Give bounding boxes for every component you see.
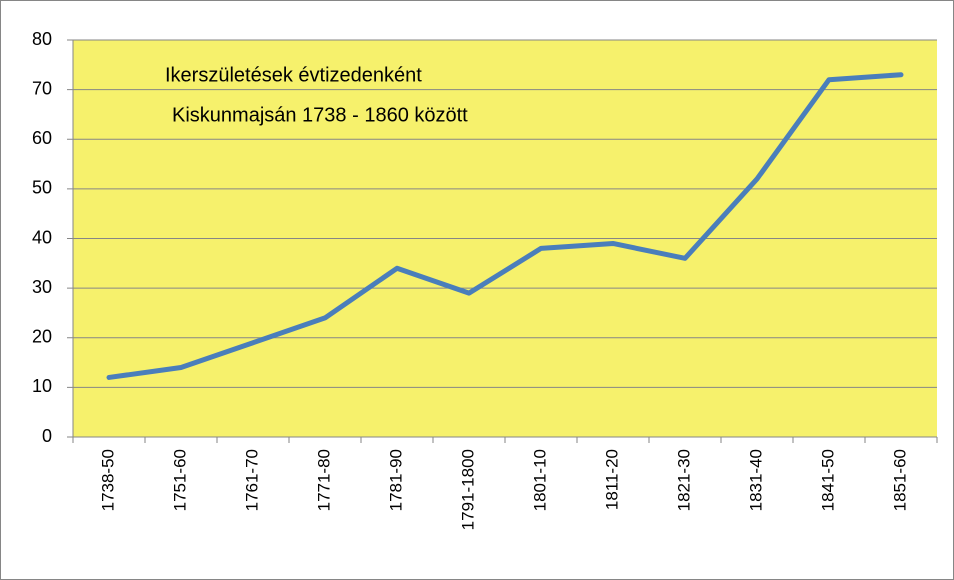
chart-title: Kiskunmajsán 1738 - 1860 között [172,104,468,126]
x-tick-label: 1781-90 [386,449,405,511]
y-tick-label: 50 [32,178,52,198]
x-tick-label: 1801-10 [530,449,549,511]
y-tick-label: 30 [32,277,52,297]
y-tick-label: 20 [32,327,52,347]
chart-title: Ikerszületések évtizedenként [165,64,422,86]
y-tick-label: 10 [32,376,52,396]
y-tick-label: 40 [32,227,52,247]
x-tick-label: 1821-30 [674,449,693,511]
data-line [106,72,904,380]
x-tick-label: 1738-50 [98,449,117,511]
x-tick-label: 1751-60 [170,449,189,511]
x-tick-label: 1791-1800 [458,449,477,530]
x-tick-label: 1831-40 [746,449,765,511]
y-tick-label: 80 [32,29,52,49]
x-tick-label: 1811-20 [602,449,621,510]
y-tick-label: 70 [32,78,52,98]
x-tick-label: 1841-50 [818,449,837,511]
x-tick-label: 1851-60 [890,449,909,511]
y-tick-label: 0 [42,426,52,446]
x-tick-label: 1771-80 [314,449,333,511]
y-tick-label: 60 [32,128,52,148]
x-tick-label: 1761-70 [242,449,261,511]
